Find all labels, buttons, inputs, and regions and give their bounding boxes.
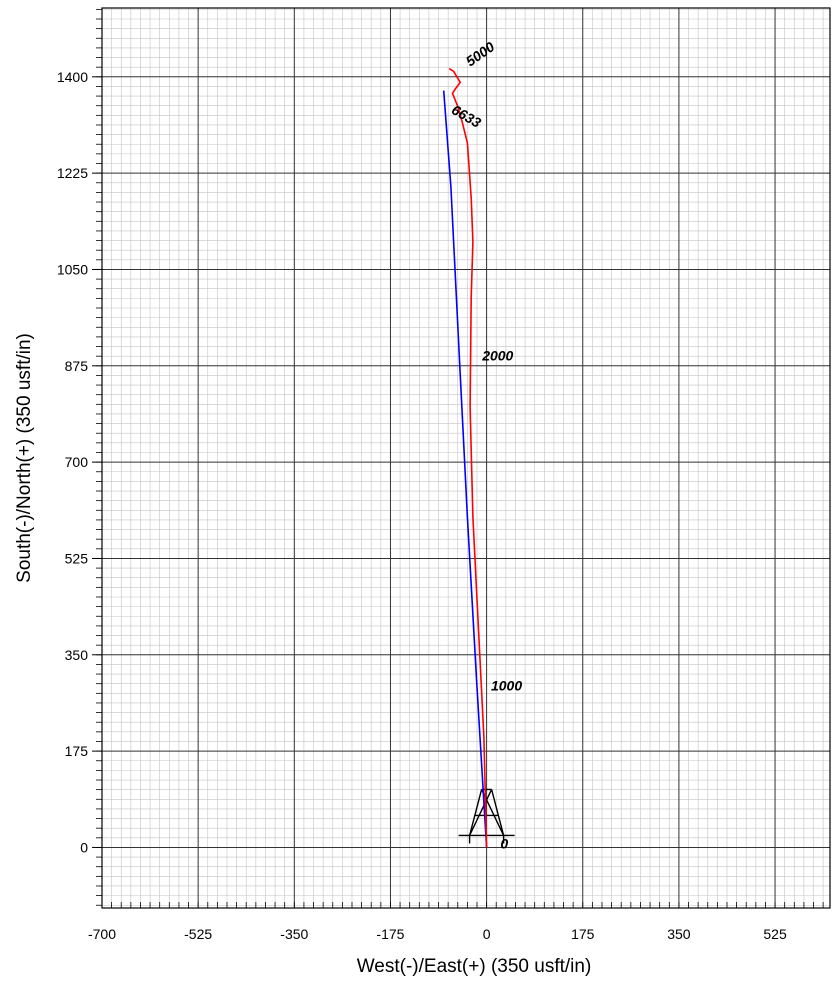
y-axis-title: South(-)/North(+) (350 usft/in) [14, 333, 35, 583]
x-tick-label: 175 [571, 926, 595, 942]
x-tick-label: -175 [376, 926, 404, 942]
x-tick-label: -700 [88, 926, 116, 942]
series-layer [442, 67, 488, 848]
minor-grid [101, 8, 830, 908]
md-label: 1000 [491, 678, 522, 694]
y-tick-label: 1050 [57, 261, 88, 277]
plot-frame [101, 7, 831, 909]
rig-line [490, 789, 505, 836]
y-tick-label: 1400 [57, 69, 88, 85]
x-tick-label: -350 [280, 926, 308, 942]
tick-labels: -700 -525 -350 -175 0 175 350 525 0 175 350 525 700 8… [57, 69, 787, 942]
x-tick-label: 350 [667, 926, 691, 942]
y-tick-label: 875 [65, 358, 89, 374]
x-tick-label: -525 [184, 926, 212, 942]
x-tick-label: 525 [763, 926, 787, 942]
y-tick-label: 175 [65, 743, 89, 759]
md-label: 0 [500, 836, 508, 852]
planned-wellpath-line [442, 90, 488, 848]
x-tick-label: 0 [483, 926, 491, 942]
actual-wellpath-line [448, 67, 488, 848]
y-tick-label: 700 [65, 454, 89, 470]
major-grid [101, 8, 830, 908]
md-label: 5000 [463, 38, 498, 69]
md-label: 2000 [481, 347, 513, 363]
rig-line [468, 789, 483, 836]
axis-ticks [92, 8, 824, 908]
x-axis-title: West(-)/East(+) (350 usft/in) [357, 956, 592, 977]
y-tick-label: 525 [65, 550, 89, 566]
y-tick-label: 350 [65, 647, 89, 663]
y-tick-label: 0 [80, 839, 88, 855]
rig-line [468, 789, 493, 836]
y-tick-label: 1225 [57, 165, 88, 181]
